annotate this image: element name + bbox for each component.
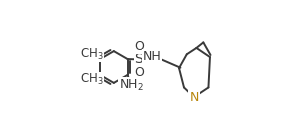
Text: N: N (189, 91, 199, 104)
Text: CH$_3$: CH$_3$ (80, 72, 103, 88)
Text: NH$_2$: NH$_2$ (119, 78, 144, 93)
Text: O: O (134, 66, 144, 79)
Text: NH: NH (142, 50, 161, 63)
Text: S: S (135, 53, 143, 66)
Text: CH$_3$: CH$_3$ (80, 46, 103, 62)
Text: O: O (134, 40, 144, 53)
